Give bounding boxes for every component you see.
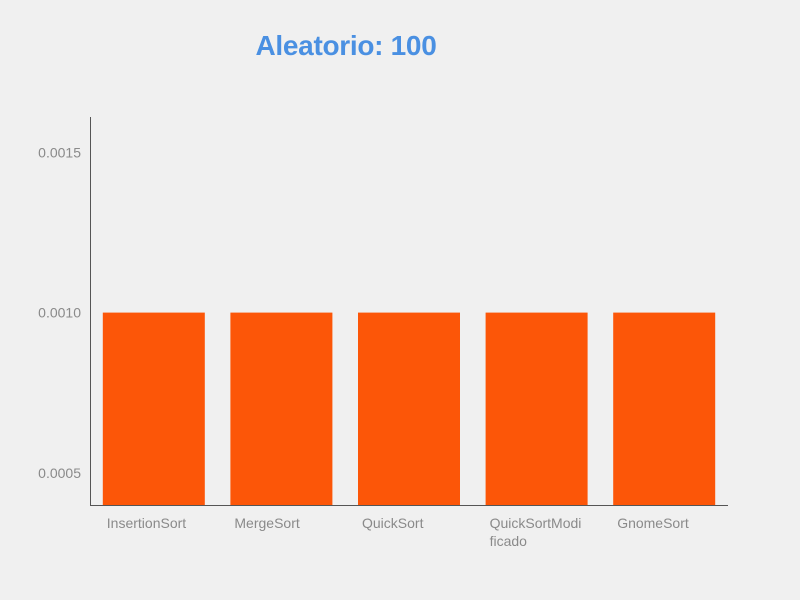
chart-title: Aleatorio: 100	[255, 30, 437, 61]
bar-gnomesort	[613, 312, 716, 505]
bars-layer	[102, 312, 716, 505]
bar-quicksortmodificado	[485, 312, 588, 505]
y-tick-label: 0.0005	[38, 465, 81, 481]
bar-mergesort	[230, 312, 333, 505]
y-tick-label: 0.0015	[38, 144, 81, 160]
axes-layer	[90, 117, 728, 506]
x-category-label: GnomeSort	[617, 515, 689, 531]
bar-quicksort	[358, 312, 460, 505]
y-tick-label: 0.0010	[38, 305, 81, 321]
x-category-label: MergeSort	[234, 515, 299, 531]
x-category-label: QuickSort	[362, 515, 424, 531]
x-category-label: QuickSortModi ficado	[490, 515, 582, 549]
x-category-labels: InsertionSort MergeSort QuickSort QuickSort…	[107, 515, 689, 549]
y-tick-labels: 0.0005 0.0010 0.0015	[38, 144, 81, 481]
x-category-label: InsertionSort	[107, 515, 186, 531]
bar-insertionsort	[102, 312, 205, 505]
